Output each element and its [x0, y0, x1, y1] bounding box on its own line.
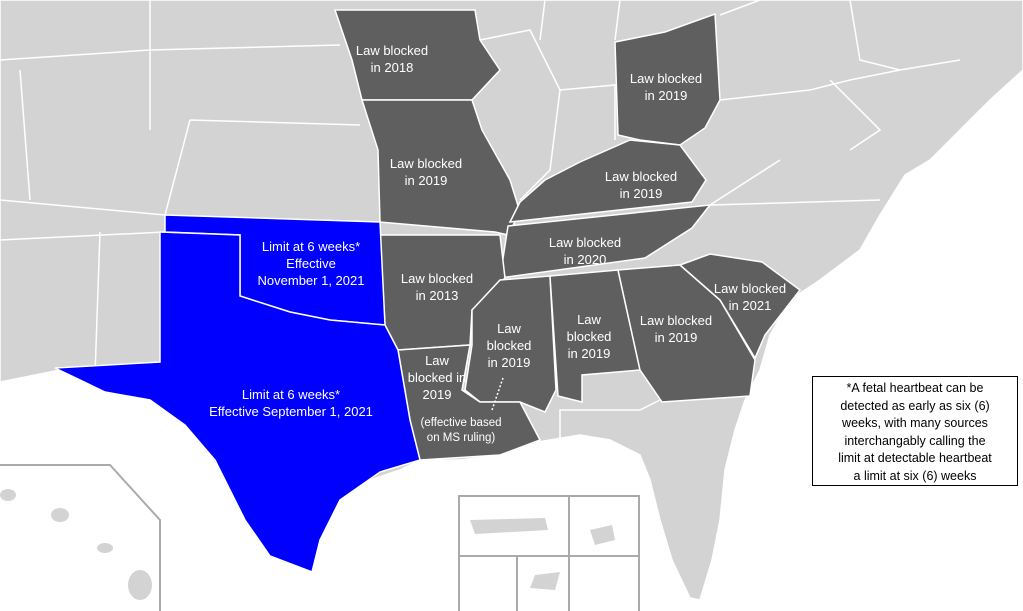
blocked-states — [333, 9, 802, 461]
state-missouri[interactable] — [360, 99, 521, 236]
label-kentucky: Law blocked in 2019 — [605, 168, 677, 202]
label-line: in 2020 — [563, 252, 607, 267]
dotted-arrow — [491, 377, 504, 411]
label-mississippi: Law blocked in 2019 — [487, 320, 532, 371]
label-line: blocked — [486, 338, 532, 353]
label-line: Law blocked — [548, 235, 622, 250]
label-line: in 2019 — [567, 346, 611, 361]
state-iowa[interactable] — [333, 9, 501, 101]
label-line: blocked — [566, 329, 612, 344]
label-south-carolina: Law blocked in 2021 — [714, 280, 786, 314]
six-week-states — [54, 214, 421, 574]
footnote-line: weeks, with many sources — [842, 416, 988, 430]
state-kentucky[interactable] — [508, 139, 707, 223]
label-line: Law blocked — [400, 271, 474, 286]
label-line: Law — [497, 321, 521, 336]
label-line: Law blocked — [713, 281, 787, 296]
label-line: Limit at 6 weeks* — [241, 387, 341, 402]
label-line: in 2013 — [415, 288, 459, 303]
label-line: in 2019 — [619, 186, 663, 201]
label-line: in 2019 — [404, 173, 448, 188]
label-missouri: Law blocked in 2019 — [390, 155, 462, 189]
label-line: in 2019 — [644, 88, 688, 103]
state-ohio[interactable] — [614, 12, 721, 146]
footnote-line: a limit at six (6) weeks — [853, 468, 977, 483]
label-louisiana: Law blocked in 2019 — [408, 352, 467, 403]
label-line: in 2019 — [654, 330, 698, 345]
label-georgia: Law blocked in 2019 — [640, 312, 712, 346]
label-line: Law blocked — [629, 71, 703, 86]
label-line: in 2019 — [487, 355, 531, 370]
footnote-line: detected as early as six (6) — [840, 398, 990, 413]
footnote-line: limit at detectable heartbeat — [838, 451, 992, 465]
state-texas[interactable] — [54, 231, 421, 574]
inset-territories — [0, 464, 640, 611]
label-line: Effective September 1, 2021 — [209, 404, 373, 419]
label-iowa: Law blocked in 2018 — [356, 42, 428, 76]
label-line: Effective — [286, 256, 336, 271]
footnote-line: *A fetal heartbeat can be — [846, 381, 984, 395]
label-line: Law — [425, 353, 449, 368]
label-line: (effective based — [420, 417, 502, 429]
state-south-carolina[interactable] — [678, 253, 802, 360]
label-line: 2019 — [422, 387, 452, 402]
footnote-line: interchangably calling the — [844, 433, 986, 448]
label-line: in 2021 — [728, 298, 772, 313]
label-line: Law blocked — [355, 43, 429, 58]
label-line: Law blocked — [389, 156, 463, 171]
label-oklahoma: Limit at 6 weeks* Effective November 1, 20… — [258, 238, 365, 289]
label-line: on MS ruling) — [426, 432, 496, 444]
footnote-box: *A fetal heartbeat can be detected as ea… — [812, 376, 1018, 486]
label-texas: Limit at 6 weeks* Effective September 1, … — [209, 386, 373, 420]
label-line: Limit at 6 weeks* — [261, 239, 361, 254]
label-line: Law — [577, 312, 601, 327]
label-alabama: Law blocked in 2019 — [567, 311, 612, 362]
label-arkansas: Law blocked in 2013 — [401, 270, 473, 304]
label-line: blocked in — [407, 370, 467, 385]
label-tennessee: Law blocked in 2020 — [549, 234, 621, 268]
label-line: November 1, 2021 — [257, 273, 365, 288]
inset-islands — [0, 489, 615, 600]
label-line: Law blocked — [604, 169, 678, 184]
label-line: Law blocked — [639, 313, 713, 328]
label-louisiana-note: (effective based on MS ruling) — [421, 416, 502, 446]
label-ohio: Law blocked in 2019 — [630, 70, 702, 104]
label-line: in 2018 — [370, 60, 414, 75]
state-mississippi[interactable] — [464, 275, 557, 413]
